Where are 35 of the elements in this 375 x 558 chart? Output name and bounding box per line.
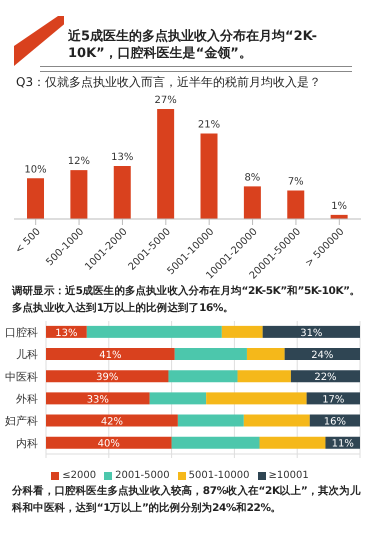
y-tick-label: 儿科 bbox=[16, 348, 38, 362]
data-label: 7% bbox=[288, 176, 304, 188]
data-label: 1% bbox=[331, 200, 348, 212]
text: 分科看，口腔科医生多点执业收入较高，87%收入在“2K以上”，其次为儿科和中医科，达到“1万以上”的比例分别为24%和22%。 bbox=[12, 484, 362, 516]
data-label: 39% bbox=[96, 372, 118, 384]
legend-label: ≤2000 bbox=[62, 470, 96, 481]
data-label: 27% bbox=[154, 95, 177, 106]
data-label: 33% bbox=[86, 394, 109, 406]
data-label: 40% bbox=[98, 438, 120, 450]
chart-subtitle: Q3：仅就多点执业收入而言，近半年的税前月均收入是？ bbox=[16, 74, 322, 91]
legend-label: 5001-10000 bbox=[188, 470, 250, 481]
data-label: 13% bbox=[55, 328, 78, 339]
data-label: 22% bbox=[314, 372, 337, 384]
data-label: 13% bbox=[111, 152, 134, 164]
data-label: 41% bbox=[99, 350, 122, 362]
legend-label: ≥10001 bbox=[268, 470, 309, 481]
y-tick-label: 内科 bbox=[16, 436, 38, 450]
y-tick-label: 中医科 bbox=[5, 370, 38, 384]
data-label: 10% bbox=[24, 164, 47, 176]
data-label: 21% bbox=[198, 119, 220, 130]
chart-title: 近5成医生的多点执业收入分布在月均“2K-10K”，口腔科医生是“金领”。 bbox=[68, 28, 318, 62]
text: 调研显示：近5成医生的多点执业收入分布在月均“2K-5K”和”5K-10K”。多点执业收入达到1万以上的比例达到了16%。 bbox=[12, 284, 362, 316]
y-tick-label: 妇产科 bbox=[5, 414, 38, 428]
data-label: 8% bbox=[244, 172, 260, 184]
data-label: 16% bbox=[324, 416, 346, 428]
data-label: 42% bbox=[100, 416, 124, 428]
x-tick-label: < 500 bbox=[13, 226, 43, 256]
data-label: 12% bbox=[68, 156, 90, 168]
legend-label: 2001-5000 bbox=[115, 470, 170, 481]
y-tick-label: 外科 bbox=[16, 392, 38, 406]
data-label: 31% bbox=[300, 328, 322, 339]
data-label: 24% bbox=[311, 350, 334, 362]
data-label: 17% bbox=[322, 394, 344, 406]
y-tick-label: 口腔科 bbox=[5, 326, 38, 339]
data-label: 11% bbox=[332, 438, 354, 450]
